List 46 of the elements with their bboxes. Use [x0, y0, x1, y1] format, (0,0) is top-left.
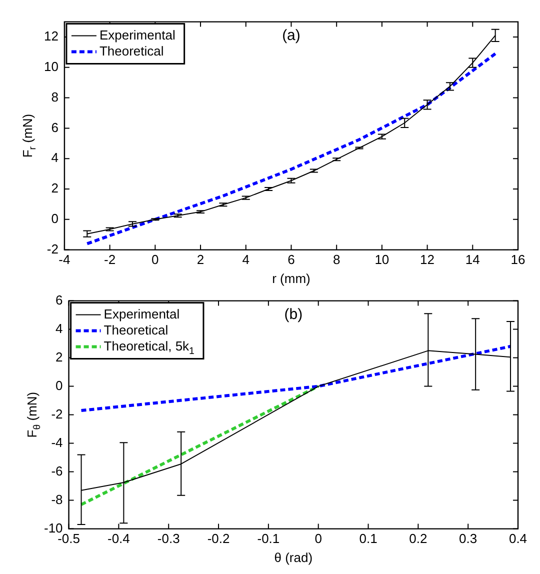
- y-tick-label: 0: [56, 378, 63, 393]
- legend-label: Experimental: [99, 27, 176, 42]
- y-tick-label: 10: [44, 58, 58, 74]
- x-tick-label: 16: [510, 252, 526, 268]
- x-tick-label: 0.3: [459, 531, 478, 546]
- chart-title: (a): [282, 26, 300, 44]
- x-tick-label: -2: [104, 252, 116, 268]
- y-tick-label: -6: [51, 463, 63, 478]
- y-tick-label: 12: [44, 28, 58, 44]
- x-tick-label: 0.1: [359, 531, 378, 546]
- legend-label: Theoretical: [104, 322, 168, 338]
- y-tick-label: 4: [56, 320, 63, 336]
- y-tick-label: 0: [51, 210, 58, 226]
- x-tick-label: -0.2: [207, 531, 230, 546]
- x-tick-label: 0: [314, 531, 322, 546]
- chart-title: (b): [284, 306, 303, 323]
- y-tick-label: 6: [56, 292, 63, 308]
- x-tick-label: -0.4: [108, 531, 130, 546]
- y-tick-label: 6: [51, 120, 58, 135]
- x-tick-label: 10: [374, 252, 390, 268]
- y-tick-label: 2: [56, 349, 63, 364]
- x-tick-label: 0.4: [508, 531, 528, 546]
- x-tick-label: 8: [332, 252, 340, 268]
- y-axis-title: Fθ (mN): [24, 392, 44, 438]
- legend-label: Experimental: [104, 306, 180, 322]
- x-tick-label: 0: [152, 252, 159, 268]
- y-axis-title: Fr (mN): [20, 114, 39, 158]
- y-tick-label: -4: [51, 434, 63, 450]
- y-tick-label: 8: [51, 89, 58, 104]
- y-tick-label: -8: [51, 492, 63, 507]
- x-tick-label: 4: [242, 252, 250, 268]
- y-tick-label: 2: [51, 180, 58, 196]
- legend-label: Theoretical: [99, 43, 164, 58]
- x-tick-label: 14: [465, 252, 480, 268]
- x-tick-label: 12: [420, 252, 435, 268]
- x-axis-title: r (mm): [272, 270, 310, 286]
- y-tick-label: 4: [51, 150, 58, 166]
- x-tick-label: -0.1: [257, 531, 280, 546]
- x-axis-title: θ (rad): [274, 550, 313, 565]
- x-tick-label: 2: [196, 252, 204, 268]
- x-tick-label: 0.2: [409, 531, 428, 546]
- x-tick-label: -0.3: [157, 531, 180, 546]
- y-tick-label: -2: [46, 241, 58, 256]
- x-tick-label: 6: [288, 252, 295, 268]
- y-tick-label: -2: [51, 406, 63, 422]
- y-tick-label: -10: [44, 520, 63, 536]
